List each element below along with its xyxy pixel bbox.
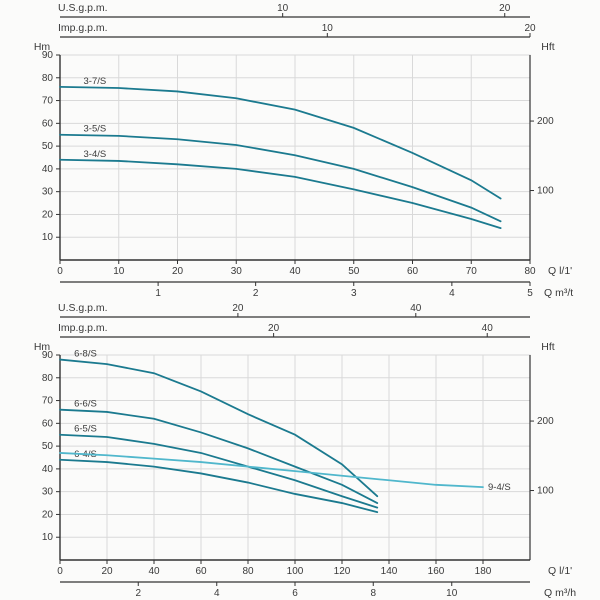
x-tick: 140	[381, 566, 398, 577]
xt2-tick: 20	[524, 23, 536, 34]
y-tick: 60	[42, 418, 54, 429]
x-tick: 40	[148, 566, 160, 577]
x-tick: 40	[289, 266, 301, 277]
x2-tick: 1	[155, 288, 161, 299]
x-tick: 10	[113, 266, 125, 277]
y-tick: 80	[42, 73, 54, 84]
xt2-tick: 20	[268, 323, 280, 334]
curve-label-6-8/S: 6-8/S	[74, 349, 97, 360]
x-tick: 80	[524, 266, 536, 277]
curve-label-9-4/S: 9-4/S	[488, 482, 511, 493]
y-left-label: Hm	[34, 41, 51, 53]
yr-tick: 200	[537, 116, 554, 127]
x-secondary-label: Q m³/h	[544, 587, 576, 599]
y-tick: 20	[42, 209, 54, 220]
curve-label-6-5/S: 6-5/S	[74, 424, 97, 435]
y-tick: 40	[42, 464, 54, 475]
x-primary-label: Q l/1'	[548, 265, 572, 277]
x-tick: 60	[407, 266, 419, 277]
x2-tick: 8	[370, 588, 376, 599]
curve-label-3-4/S: 3-4/S	[84, 149, 107, 160]
curve-label-3-7/S: 3-7/S	[84, 76, 107, 87]
yr-tick: 100	[537, 486, 554, 497]
y-tick: 60	[42, 118, 54, 129]
xt1-tick: 40	[410, 303, 422, 314]
y-tick: 10	[42, 532, 54, 543]
x-top1-label: U.S.g.p.m.	[58, 302, 108, 314]
x-tick: 180	[475, 566, 492, 577]
y-tick: 70	[42, 96, 54, 107]
x-top1-label: U.S.g.p.m.	[58, 2, 108, 14]
x2-tick: 4	[214, 588, 220, 599]
x-tick: 20	[172, 266, 184, 277]
yr-tick: 100	[537, 186, 554, 197]
x-tick: 30	[231, 266, 243, 277]
xt2-tick: 10	[322, 23, 334, 34]
curve-label-6-6/S: 6-6/S	[74, 399, 97, 410]
x-tick: 20	[101, 566, 113, 577]
x-tick: 60	[195, 566, 207, 577]
yr-tick: 200	[537, 416, 554, 427]
y-tick: 10	[42, 232, 54, 243]
xt2-tick: 40	[482, 323, 494, 334]
x-tick: 70	[466, 266, 478, 277]
x-tick: 0	[57, 266, 63, 277]
x-tick: 50	[348, 266, 360, 277]
y-right-label: Hft	[541, 41, 555, 53]
x-tick: 0	[57, 566, 63, 577]
x-primary-label: Q l/1'	[548, 565, 572, 577]
x2-tick: 2	[253, 288, 259, 299]
x-secondary-label: Q m³/t	[544, 287, 573, 299]
y-right-label: Hft	[541, 341, 555, 353]
xt1-tick: 20	[499, 3, 511, 14]
xt1-tick: 10	[277, 3, 289, 14]
x-tick: 80	[242, 566, 254, 577]
y-tick: 70	[42, 396, 54, 407]
y-tick: 50	[42, 141, 54, 152]
x2-tick: 6	[292, 588, 298, 599]
xt1-tick: 20	[232, 303, 244, 314]
x-tick: 160	[428, 566, 445, 577]
y-tick: 20	[42, 509, 54, 520]
figure-background	[0, 0, 600, 600]
x-tick: 100	[287, 566, 304, 577]
y-tick: 80	[42, 373, 54, 384]
y-tick: 50	[42, 441, 54, 452]
x-top2-label: Imp.g.p.m.	[58, 22, 108, 34]
x-top2-label: Imp.g.p.m.	[58, 322, 108, 334]
x2-tick: 3	[351, 288, 357, 299]
x2-tick: 2	[135, 588, 141, 599]
y-tick: 30	[42, 187, 54, 198]
x2-tick: 4	[449, 288, 455, 299]
y-left-label: Hm	[34, 341, 51, 353]
x-tick: 120	[334, 566, 351, 577]
x2-tick: 10	[446, 588, 458, 599]
curve-label-3-5/S: 3-5/S	[84, 124, 107, 135]
pump-curves-figure: 3-7/S3-5/S3-4/S01020304050607080Q l/1'12…	[0, 0, 600, 600]
y-tick: 30	[42, 487, 54, 498]
x2-tick: 5	[527, 288, 533, 299]
y-tick: 40	[42, 164, 54, 175]
